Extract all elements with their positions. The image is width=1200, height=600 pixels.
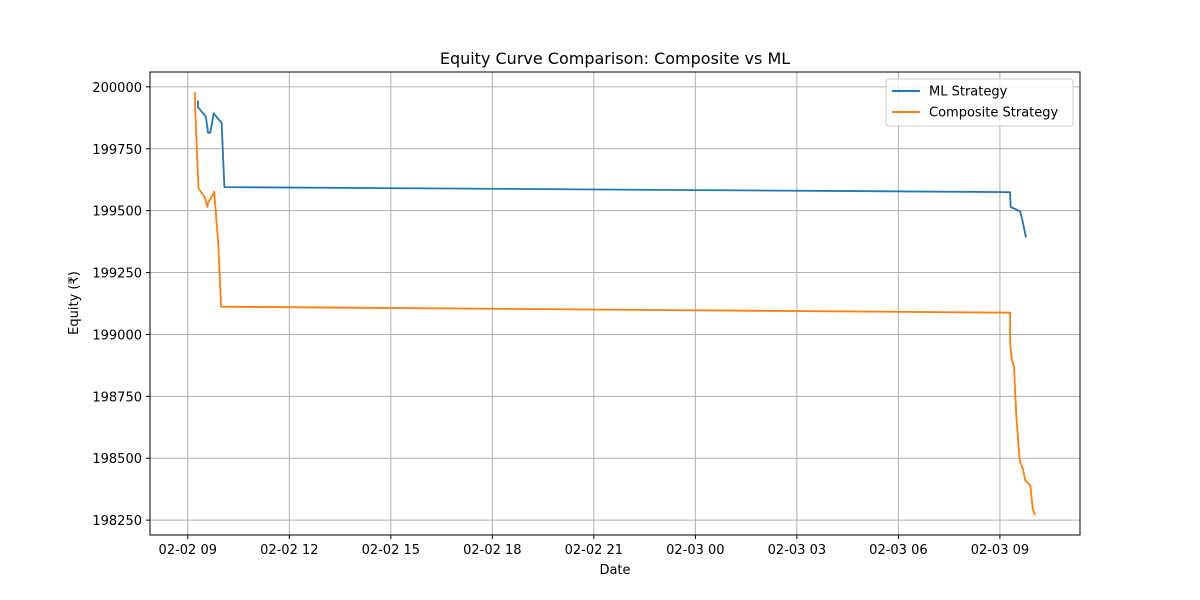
x-tick-label: 02-02 12 xyxy=(260,543,318,558)
series-line-composite-strategy xyxy=(194,92,1036,516)
x-tick-label: 02-03 09 xyxy=(971,543,1029,558)
y-tick-label: 198500 xyxy=(92,452,142,467)
legend-label: Composite Strategy xyxy=(929,106,1059,121)
x-tick-label: 02-02 21 xyxy=(565,543,623,558)
x-tick-label: 02-03 06 xyxy=(869,543,927,558)
x-axis-ticks: 02-02 09 02-02 12 02-02 15 02-02 18 02-02 21… xyxy=(159,535,1029,558)
x-tick-label: 02-03 00 xyxy=(666,543,724,558)
legend-label: ML Strategy xyxy=(929,85,1008,100)
y-tick-label: 199500 xyxy=(92,205,142,220)
series-lines xyxy=(194,92,1036,516)
series-line-ml-strategy xyxy=(197,100,1027,238)
x-tick-label: 02-02 15 xyxy=(362,543,420,558)
y-tick-label: 200000 xyxy=(92,81,142,96)
x-tick-label: 02-02 18 xyxy=(463,543,521,558)
legend-box xyxy=(885,78,1074,127)
x-tick-label: 02-02 09 xyxy=(159,543,217,558)
chart-title: Equity Curve Comparison: Composite vs ML xyxy=(440,49,790,68)
x-tick-label: 02-03 03 xyxy=(768,543,826,558)
y-tick-label: 199250 xyxy=(92,267,142,282)
y-tick-label: 198250 xyxy=(92,514,142,529)
x-axis-title: Date xyxy=(599,563,630,578)
plot-area-frame xyxy=(149,71,1081,536)
y-tick-label: 198750 xyxy=(92,390,142,405)
y-tick-label: 199000 xyxy=(92,328,142,343)
y-tick-label: 199750 xyxy=(92,143,142,158)
y-axis-ticks: 200000 199750 199500 199250 199000 198750 1985… xyxy=(92,81,150,529)
legend: ML Strategy Composite Strategy xyxy=(885,78,1074,127)
y-axis-title: Equity (₹) xyxy=(67,271,82,335)
